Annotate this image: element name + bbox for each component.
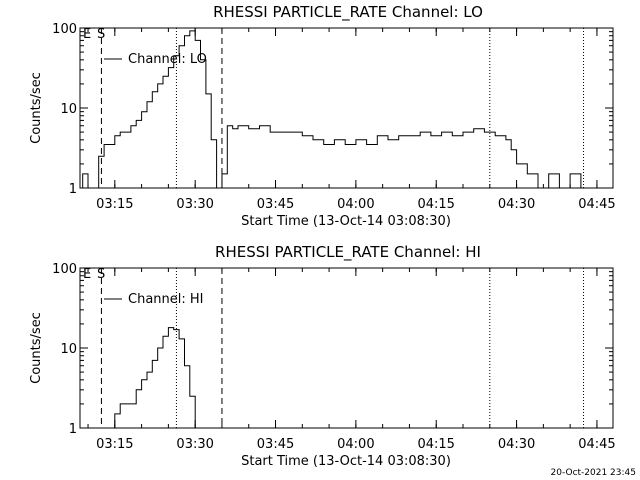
lo-channel-panel: RHESSI PARTICLE_RATE Channel: LO Counts/… xyxy=(29,3,616,229)
lo-x-tick-label: 04:45 xyxy=(578,197,615,212)
lo-flag-s: S xyxy=(97,27,105,42)
hi-channel-panel: RHESSI PARTICLE_RATE Channel: HI Counts/… xyxy=(29,243,616,469)
lo-chart-title: RHESSI PARTICLE_RATE Channel: LO xyxy=(213,3,483,22)
hi-x-tick-label: 03:45 xyxy=(257,437,294,452)
hi-x-tick-label: 04:15 xyxy=(417,437,454,452)
lo-x-tick-label: 03:15 xyxy=(96,197,133,212)
hi-rate-series-line xyxy=(109,327,196,429)
hi-y-tick-label: 10 xyxy=(60,342,77,357)
hi-x-tick-label: 04:45 xyxy=(578,437,615,452)
lo-x-tick-label: 04:30 xyxy=(498,197,535,212)
hi-flag-e: E xyxy=(83,267,91,282)
lo-x-tick-label: 04:00 xyxy=(337,197,374,212)
lo-y-tick-label: 100 xyxy=(52,22,77,37)
lo-flag-e: E xyxy=(83,27,91,42)
hi-chart-title: RHESSI PARTICLE_RATE Channel: HI xyxy=(215,243,481,262)
lo-x-tick-label: 04:15 xyxy=(417,197,454,212)
hi-x-axis-label: Start Time (13-Oct-14 03:08:30) xyxy=(241,454,451,469)
hi-x-tick-label: 03:15 xyxy=(96,437,133,452)
footer-timestamp: 20-Oct-2021 23:45 xyxy=(551,468,636,478)
hi-flag-s: S xyxy=(97,267,105,282)
lo-y-axis-label: Counts/sec xyxy=(29,72,44,144)
lo-legend-label: Channel: LO xyxy=(128,52,207,67)
hi-y-tick-label: 1 xyxy=(69,422,77,437)
lo-y-tick-label: 1 xyxy=(69,182,77,197)
lo-y-tick-label: 10 xyxy=(60,102,77,117)
hi-y-axis-label: Counts/sec xyxy=(29,312,44,384)
hi-x-tick-label: 04:00 xyxy=(337,437,374,452)
hi-x-tick-label: 04:30 xyxy=(498,437,535,452)
lo-x-tick-label: 03:45 xyxy=(257,197,294,212)
lo-x-axis-label: Start Time (13-Oct-14 03:08:30) xyxy=(241,214,451,229)
lo-x-tick-label: 03:30 xyxy=(176,197,213,212)
hi-x-tick-label: 03:30 xyxy=(176,437,213,452)
hi-y-tick-label: 100 xyxy=(52,262,77,277)
lo-rate-series-line xyxy=(80,30,582,189)
hi-legend-label: Channel: HI xyxy=(128,292,204,307)
